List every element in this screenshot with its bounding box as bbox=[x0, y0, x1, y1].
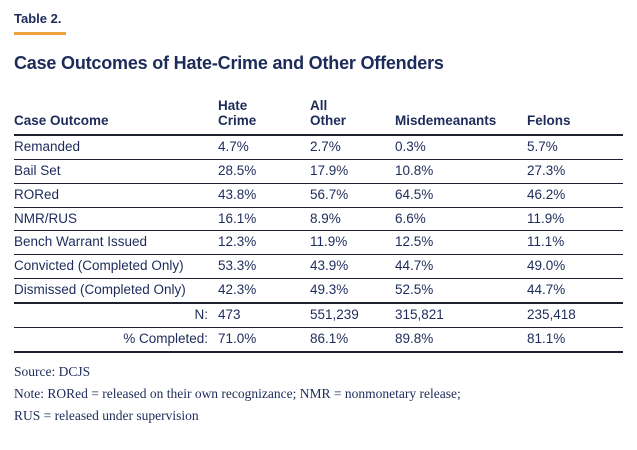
summary-row-percent-completed: % Completed: 71.0% 86.1% 89.8% 81.1% bbox=[14, 327, 623, 353]
cell-value: 16.1% bbox=[218, 207, 310, 232]
cell-value: 44.7% bbox=[527, 278, 623, 304]
row-label: Bail Set bbox=[14, 159, 218, 184]
cell-value: 8.9% bbox=[310, 207, 395, 232]
page-title: Case Outcomes of Hate-Crime and Other Of… bbox=[14, 52, 444, 73]
page: Table 2. Case Outcomes of Hate-Crime and… bbox=[14, 11, 623, 424]
table-row: Bench Warrant Issued 12.3% 11.9% 12.5% 1… bbox=[14, 230, 623, 256]
column-header-hate-crime: Hate Crime bbox=[218, 97, 310, 136]
cell-value: 44.7% bbox=[395, 254, 527, 280]
row-label: Dismissed (Completed Only) bbox=[14, 278, 218, 304]
cell-value: 551,239 bbox=[310, 302, 395, 328]
table-label: Table 2. bbox=[14, 11, 62, 26]
cell-value: 17.9% bbox=[310, 159, 395, 184]
cell-value: 12.3% bbox=[218, 230, 310, 256]
row-label: RORed bbox=[14, 183, 218, 208]
column-header-label: Misdemeanants bbox=[395, 113, 497, 129]
outcomes-table: Case Outcome Hate Crime All Other Misdemea… bbox=[14, 97, 623, 353]
note-line-1: Note: RORed = released on their own reco… bbox=[14, 385, 461, 401]
cell-value: 81.1% bbox=[527, 327, 623, 353]
table-row: RORed 43.8% 56.7% 64.5% 46.2% bbox=[14, 183, 623, 208]
cell-value: 10.8% bbox=[395, 159, 527, 184]
column-header-label-line1: Hate bbox=[218, 97, 248, 113]
column-header-felons: Felons bbox=[527, 97, 623, 136]
table-row: Convicted (Completed Only) 53.3% 43.9% 4… bbox=[14, 254, 623, 280]
table-row: Remanded 4.7% 2.7% 0.3% 5.7% bbox=[14, 134, 623, 160]
cell-value: 11.9% bbox=[310, 230, 395, 256]
cell-value: 53.3% bbox=[218, 254, 310, 280]
row-label: NMR/RUS bbox=[14, 207, 218, 232]
cell-value: 42.3% bbox=[218, 278, 310, 304]
column-header-misdemeanants: Misdemeanants bbox=[395, 97, 527, 136]
column-header-label: Felons bbox=[527, 113, 571, 129]
cell-value: 46.2% bbox=[527, 183, 623, 208]
table-row: NMR/RUS 16.1% 8.9% 6.6% 11.9% bbox=[14, 207, 623, 232]
notes: Source: DCJS Note: RORed = released on t… bbox=[14, 363, 623, 424]
cell-value: 71.0% bbox=[218, 327, 310, 353]
column-header-case-outcome: Case Outcome bbox=[14, 97, 218, 136]
cell-value: 27.3% bbox=[527, 159, 623, 184]
note-line-2: RUS = released under supervision bbox=[14, 407, 199, 423]
table-row: Dismissed (Completed Only) 42.3% 49.3% 5… bbox=[14, 278, 623, 304]
cell-value: 28.5% bbox=[218, 159, 310, 184]
source-note: Source: DCJS bbox=[14, 363, 91, 379]
cell-value: 43.8% bbox=[218, 183, 310, 208]
column-header-label-line2: Other bbox=[310, 113, 347, 129]
cell-value: 52.5% bbox=[395, 278, 527, 304]
cell-value: 315,821 bbox=[395, 302, 527, 328]
cell-value: 11.1% bbox=[527, 230, 623, 256]
table-row: Bail Set 28.5% 17.9% 10.8% 27.3% bbox=[14, 159, 623, 184]
summary-row-n: N: 473 551,239 315,821 235,418 bbox=[14, 302, 623, 328]
cell-value: 89.8% bbox=[395, 327, 527, 353]
column-header-label-line2: Crime bbox=[218, 113, 257, 129]
row-label: % Completed: bbox=[14, 327, 218, 353]
cell-value: 49.0% bbox=[527, 254, 623, 280]
cell-value: 64.5% bbox=[395, 183, 527, 208]
cell-value: 12.5% bbox=[395, 230, 527, 256]
row-label: N: bbox=[14, 302, 218, 328]
column-header-label-line1: All bbox=[310, 97, 328, 113]
row-label: Convicted (Completed Only) bbox=[14, 254, 218, 280]
cell-value: 5.7% bbox=[527, 134, 623, 160]
cell-value: 6.6% bbox=[395, 207, 527, 232]
cell-value: 0.3% bbox=[395, 134, 527, 160]
cell-value: 473 bbox=[218, 302, 310, 328]
cell-value: 11.9% bbox=[527, 207, 623, 232]
cell-value: 4.7% bbox=[218, 134, 310, 160]
row-label: Bench Warrant Issued bbox=[14, 230, 218, 256]
accent-rule bbox=[14, 31, 66, 35]
cell-value: 2.7% bbox=[310, 134, 395, 160]
row-label: Remanded bbox=[14, 134, 218, 160]
column-header-all-other: All Other bbox=[310, 97, 395, 136]
cell-value: 86.1% bbox=[310, 327, 395, 353]
column-header-label: Case Outcome bbox=[14, 113, 109, 129]
cell-value: 235,418 bbox=[527, 302, 623, 328]
cell-value: 49.3% bbox=[310, 278, 395, 304]
cell-value: 43.9% bbox=[310, 254, 395, 280]
cell-value: 56.7% bbox=[310, 183, 395, 208]
header-row: Case Outcome Hate Crime All Other Misdemea… bbox=[14, 97, 623, 136]
